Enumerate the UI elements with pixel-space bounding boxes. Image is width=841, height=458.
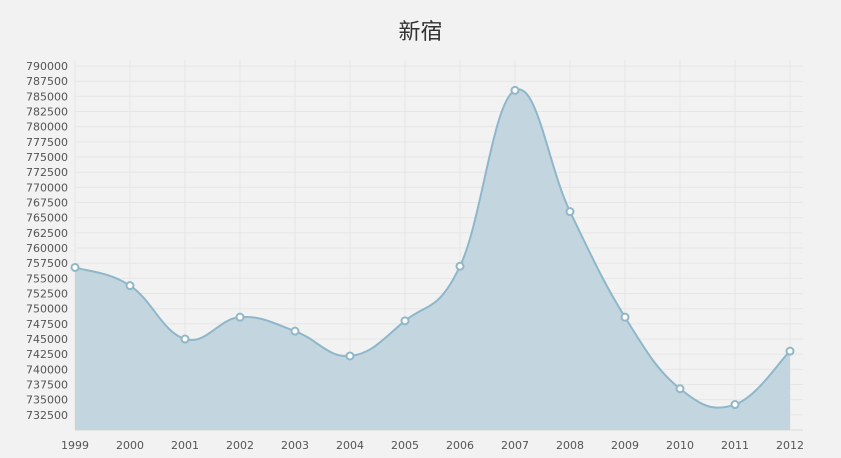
x-tick-label: 2001 [171,439,199,452]
y-tick-label: 760000 [26,242,68,255]
y-tick-label: 757500 [26,257,68,270]
x-tick-label: 2012 [776,439,804,452]
data-point [290,326,300,336]
y-tick-label: 767500 [26,197,68,210]
x-tick-label: 2008 [556,439,584,452]
x-tick-label: 2002 [226,439,254,452]
y-tick-label: 735000 [26,394,68,407]
x-tick-label: 2004 [336,439,364,452]
y-tick-label: 732500 [26,409,68,422]
x-tick-label: 2003 [281,439,309,452]
x-tick-label: 2000 [116,439,144,452]
data-point [125,281,135,291]
y-tick-label: 785000 [26,90,68,103]
x-tick-label: 2005 [391,439,419,452]
y-tick-label: 740000 [26,363,68,376]
data-point [70,262,80,272]
data-point [785,346,795,356]
series-area [75,89,790,431]
data-point [510,85,520,95]
y-tick-label: 755000 [26,272,68,285]
y-tick-label: 780000 [26,121,68,134]
data-point [345,351,355,361]
y-tick-label: 742500 [26,348,68,361]
data-point [675,384,685,394]
x-tick-label: 2011 [721,439,749,452]
y-tick-label: 750000 [26,303,68,316]
data-point [455,261,465,271]
x-tick-label: 1999 [61,439,89,452]
data-point [180,334,190,344]
data-point [400,316,410,326]
y-tick-label: 762500 [26,227,68,240]
data-point [620,312,630,322]
y-tick-label: 790000 [26,60,68,73]
y-tick-label: 772500 [26,166,68,179]
x-tick-label: 2009 [611,439,639,452]
data-point [730,400,740,410]
data-point [565,207,575,217]
y-tick-label: 752500 [26,288,68,301]
y-tick-label: 765000 [26,212,68,225]
y-tick-label: 745000 [26,333,68,346]
y-tick-label: 747500 [26,318,68,331]
data-point [235,312,245,322]
y-tick-label: 770000 [26,181,68,194]
y-tick-label: 787500 [26,75,68,88]
y-tick-label: 737500 [26,379,68,392]
y-tick-label: 777500 [26,136,68,149]
chart-title: 新宿 [398,20,443,45]
y-tick-label: 782500 [26,106,68,119]
x-tick-label: 2010 [666,439,694,452]
x-tick-label: 2006 [446,439,474,452]
y-tick-label: 775000 [26,151,68,164]
x-tick-label: 2007 [501,439,529,452]
